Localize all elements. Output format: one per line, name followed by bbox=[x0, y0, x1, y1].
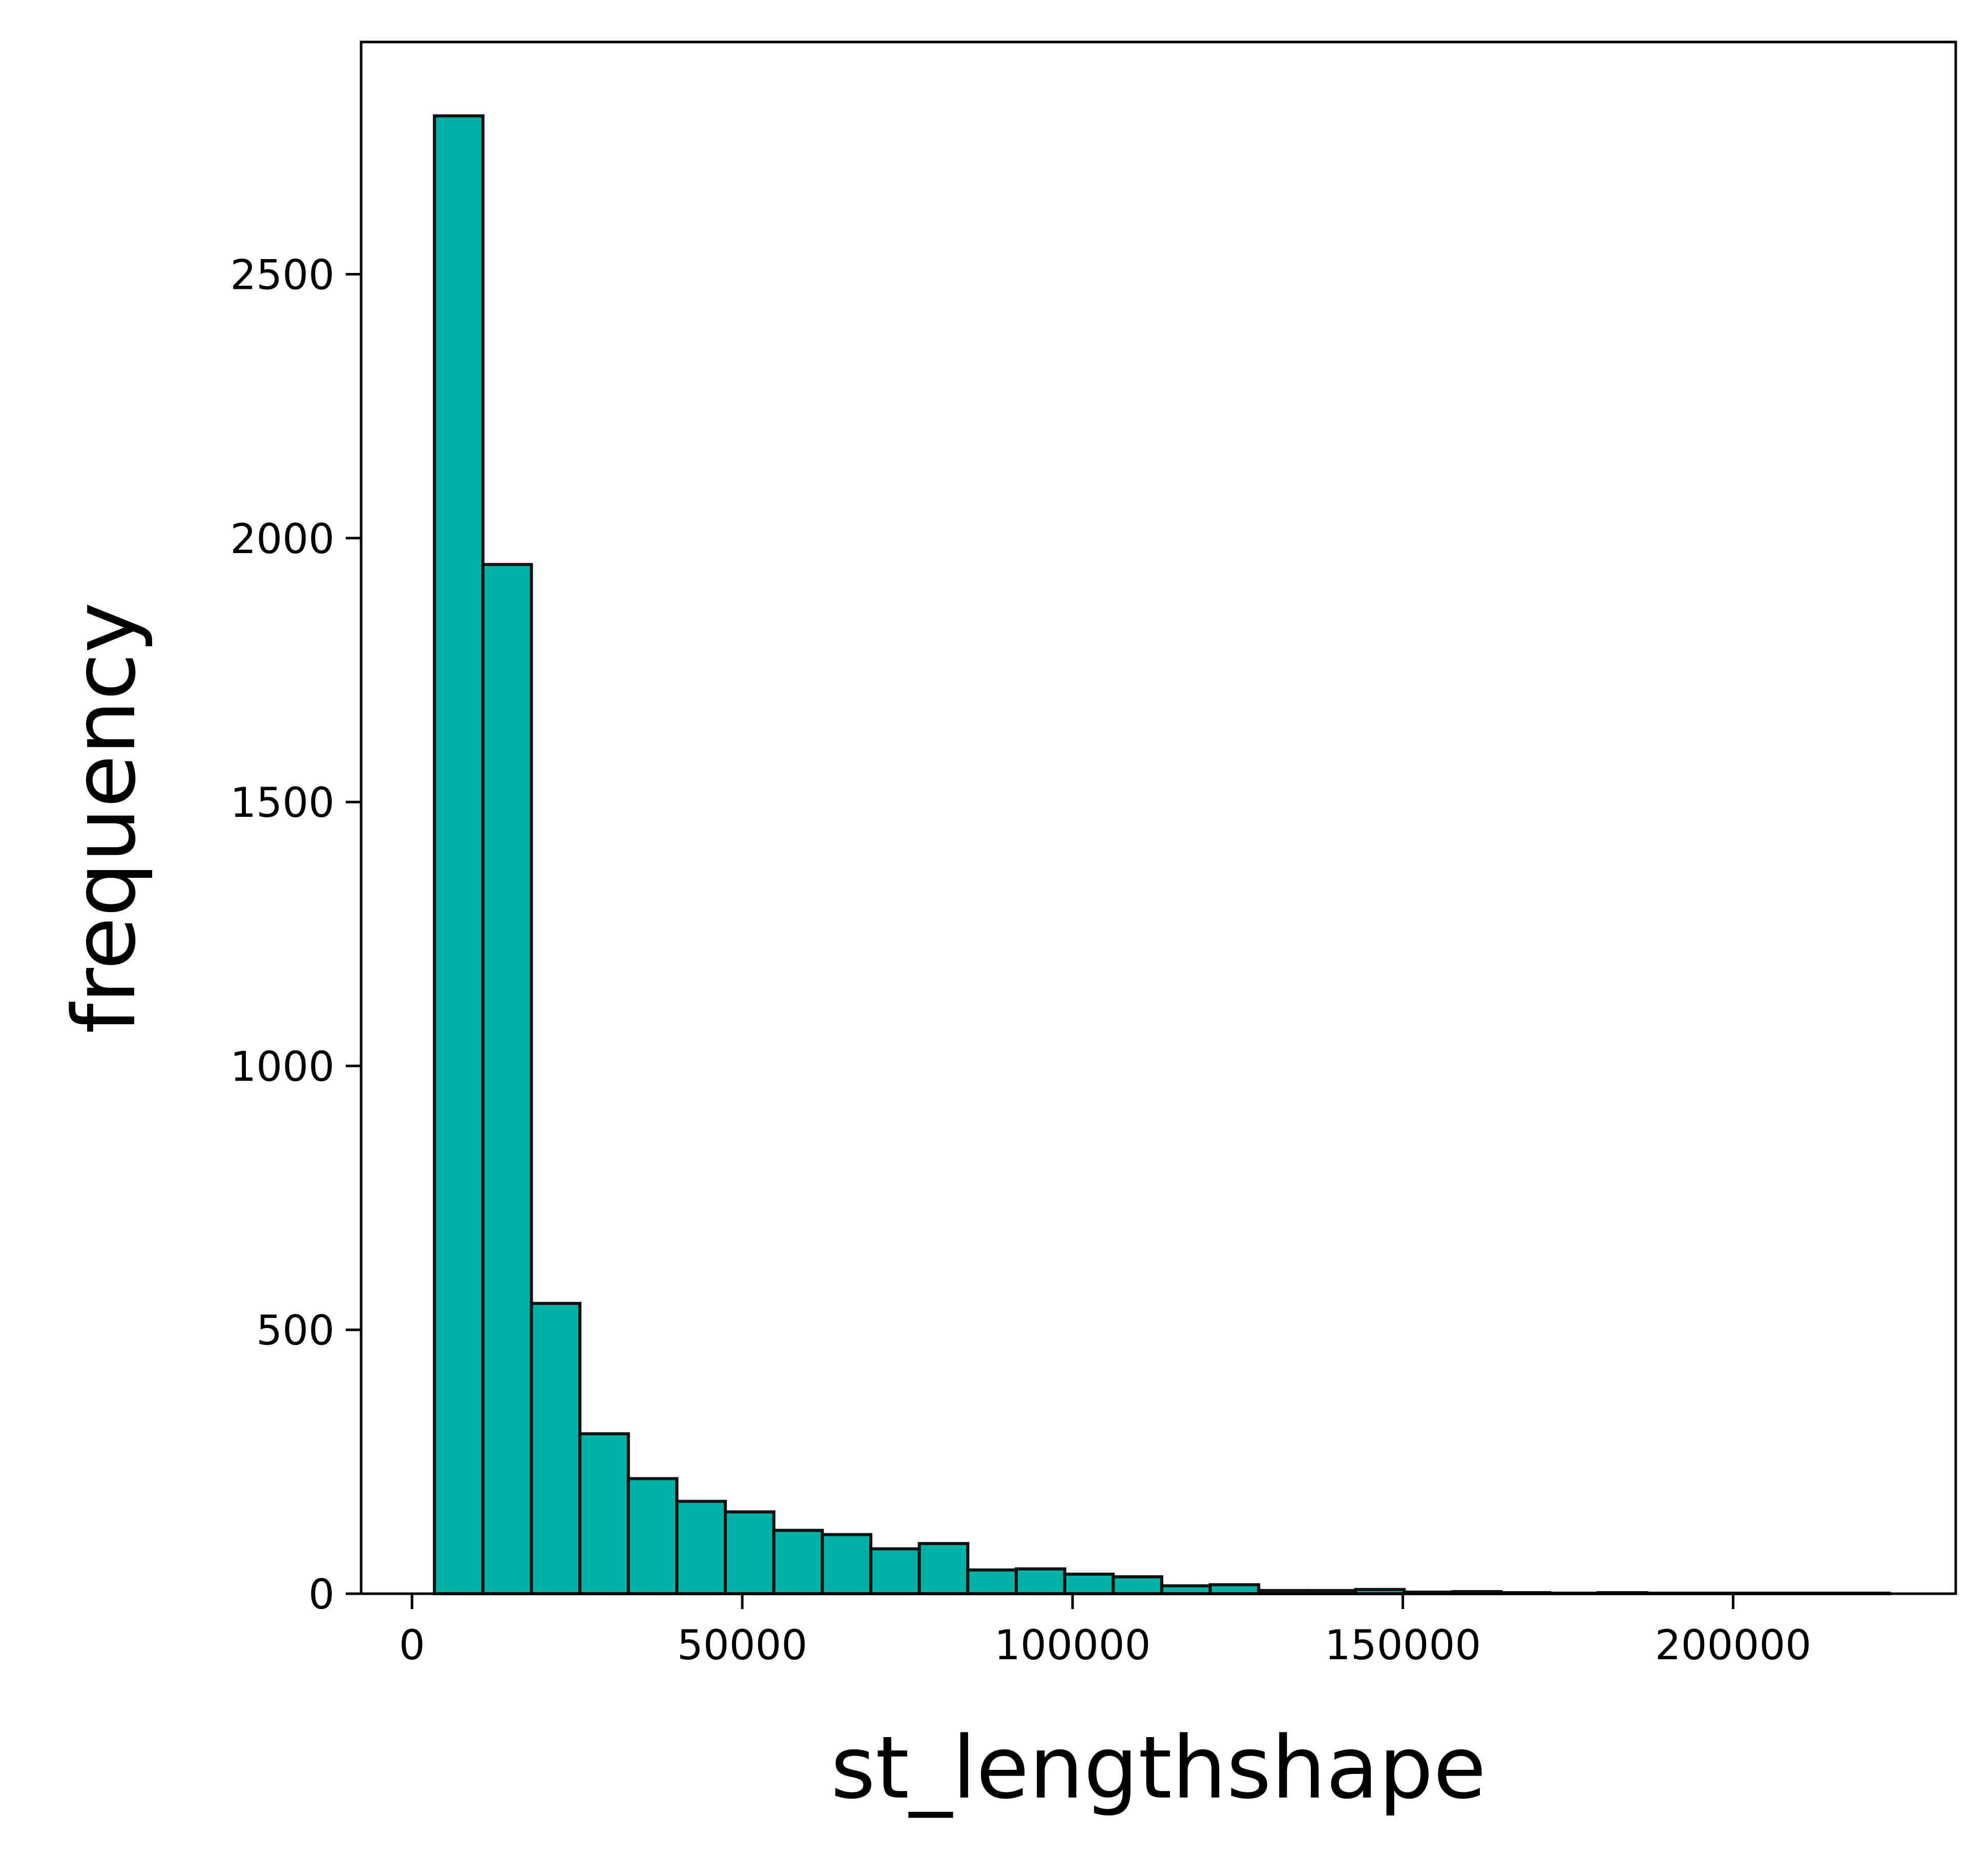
y-axis-label: frequency bbox=[54, 602, 155, 1034]
histogram-bar bbox=[869, 1547, 921, 1595]
histogram-bar bbox=[626, 1477, 679, 1595]
histogram-bar bbox=[433, 114, 485, 1596]
y-tick-label: 2500 bbox=[230, 251, 334, 299]
histogram-bar bbox=[1014, 1567, 1066, 1596]
histogram-bars bbox=[433, 114, 1891, 1596]
x-tick-label: 100000 bbox=[994, 1621, 1150, 1669]
histogram-bar bbox=[1112, 1575, 1163, 1596]
x-axis-ticks: 0 50000 100000 150000 200000 bbox=[399, 1594, 1811, 1669]
histogram-bar bbox=[821, 1533, 873, 1596]
y-tick-label: 1500 bbox=[230, 779, 334, 827]
plot-frame bbox=[360, 40, 1957, 1595]
histogram-bar bbox=[675, 1499, 727, 1595]
y-tick-label: 500 bbox=[256, 1307, 334, 1355]
histogram-bar bbox=[1208, 1583, 1261, 1595]
y-axis-ticks: 0 500 1000 1500 2000 2500 bbox=[230, 251, 361, 1618]
x-tick-label: 50000 bbox=[677, 1621, 808, 1669]
histogram-bar bbox=[1063, 1572, 1115, 1596]
x-tick-label: 200000 bbox=[1655, 1621, 1811, 1669]
histogram-bar bbox=[481, 563, 533, 1595]
y-tick-label: 0 bbox=[308, 1571, 334, 1618]
histogram-bar bbox=[917, 1542, 970, 1595]
histogram-bar bbox=[966, 1568, 1018, 1596]
x-tick-label: 0 bbox=[399, 1621, 425, 1669]
histogram-bar bbox=[578, 1432, 630, 1596]
x-tick-label: 150000 bbox=[1325, 1621, 1481, 1669]
histogram-bar bbox=[724, 1510, 776, 1596]
x-axis-label: st_lengthshape bbox=[831, 1718, 1487, 1818]
histogram-bar bbox=[772, 1529, 824, 1595]
y-tick-label: 2000 bbox=[230, 515, 334, 563]
histogram-bar bbox=[530, 1302, 582, 1596]
y-tick-label: 1000 bbox=[230, 1043, 334, 1090]
